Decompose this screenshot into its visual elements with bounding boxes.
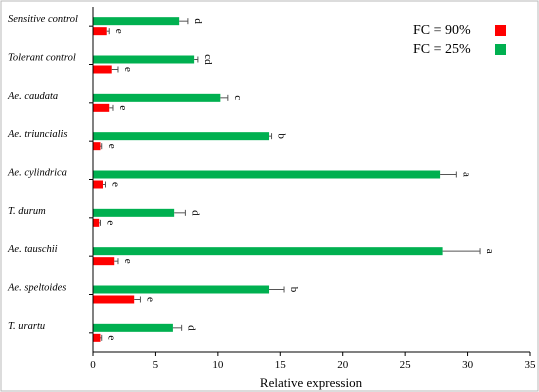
legend-label-fc25: FC = 25% — [413, 42, 471, 57]
category-label: Ae. cylindrica — [7, 168, 67, 179]
bar-fc25 — [93, 93, 221, 102]
significance-label-fc90: e — [106, 144, 118, 149]
bar-fc25 — [93, 170, 441, 179]
category-label: Ae. triuncialis — [7, 129, 68, 140]
bar-fc25 — [93, 247, 443, 256]
significance-label-fc90: e — [122, 259, 134, 264]
bar-fc25 — [93, 17, 180, 26]
legend-label-fc90: FC = 90% — [413, 23, 471, 38]
significance-label-fc25: a — [460, 172, 472, 177]
significance-label-fc25: b — [288, 287, 300, 293]
x-tick-label: 25 — [400, 359, 412, 371]
bar-fc90 — [93, 218, 100, 227]
significance-label-fc25: a — [484, 249, 496, 254]
significance-label-fc90: e — [117, 105, 129, 110]
x-tick-label: 0 — [90, 359, 96, 371]
x-tick-label: 35 — [525, 359, 537, 371]
legend-swatch-fc25 — [495, 44, 506, 55]
significance-label-fc90: e — [104, 220, 116, 225]
category-label: Sensitive control — [8, 14, 78, 25]
significance-label-fc25: cd — [202, 54, 214, 65]
bar-fc90 — [93, 257, 115, 266]
legend: FC = 90% FC = 25% — [413, 23, 506, 57]
bar-fc25 — [93, 285, 270, 294]
bar-fc25 — [93, 132, 270, 141]
legend-swatch-fc90 — [495, 25, 506, 36]
significance-label-fc25: d — [186, 325, 198, 331]
x-tick-label: 5 — [153, 359, 159, 371]
category-label: Tolerant control — [8, 53, 76, 64]
x-tick-label: 15 — [275, 359, 287, 371]
significance-label-fc90: e — [122, 67, 134, 72]
category-label: T. durum — [8, 206, 46, 217]
bar-fc90 — [93, 333, 101, 342]
bar-fc90 — [93, 103, 110, 112]
significance-label-fc25: b — [276, 133, 288, 139]
significance-label-fc25: d — [189, 210, 201, 216]
significance-label-fc90: e — [113, 29, 125, 34]
bar-fc90 — [93, 142, 101, 151]
bar-fc90 — [93, 27, 107, 36]
significance-label-fc90: e — [106, 335, 118, 340]
x-tick-label: 10 — [212, 359, 224, 371]
bar-fc25 — [93, 323, 173, 332]
x-tick-label: 20 — [337, 359, 349, 371]
significance-label-fc90: e — [109, 182, 121, 187]
category-label: Ae. speltoides — [7, 283, 66, 294]
bar-fc90 — [93, 295, 135, 304]
bar-fc25 — [93, 55, 195, 64]
bar-fc90 — [93, 180, 103, 189]
significance-label-fc25: d — [192, 18, 204, 24]
category-label: Ae. caudata — [7, 91, 58, 102]
plot-area: 0 5 10 15 20 25 30 35 Sensitive control d e Toleran… — [7, 14, 536, 371]
bar-fc90 — [93, 65, 112, 74]
bar-fc25 — [93, 208, 175, 217]
x-tick-label: 30 — [462, 359, 474, 371]
significance-label-fc25: c — [232, 95, 244, 100]
category-label: Ae. tauschii — [7, 244, 58, 255]
x-axis-label: Relative expression — [260, 375, 363, 390]
significance-label-fc90: e — [144, 297, 156, 302]
category-label: T. urartu — [8, 321, 45, 332]
